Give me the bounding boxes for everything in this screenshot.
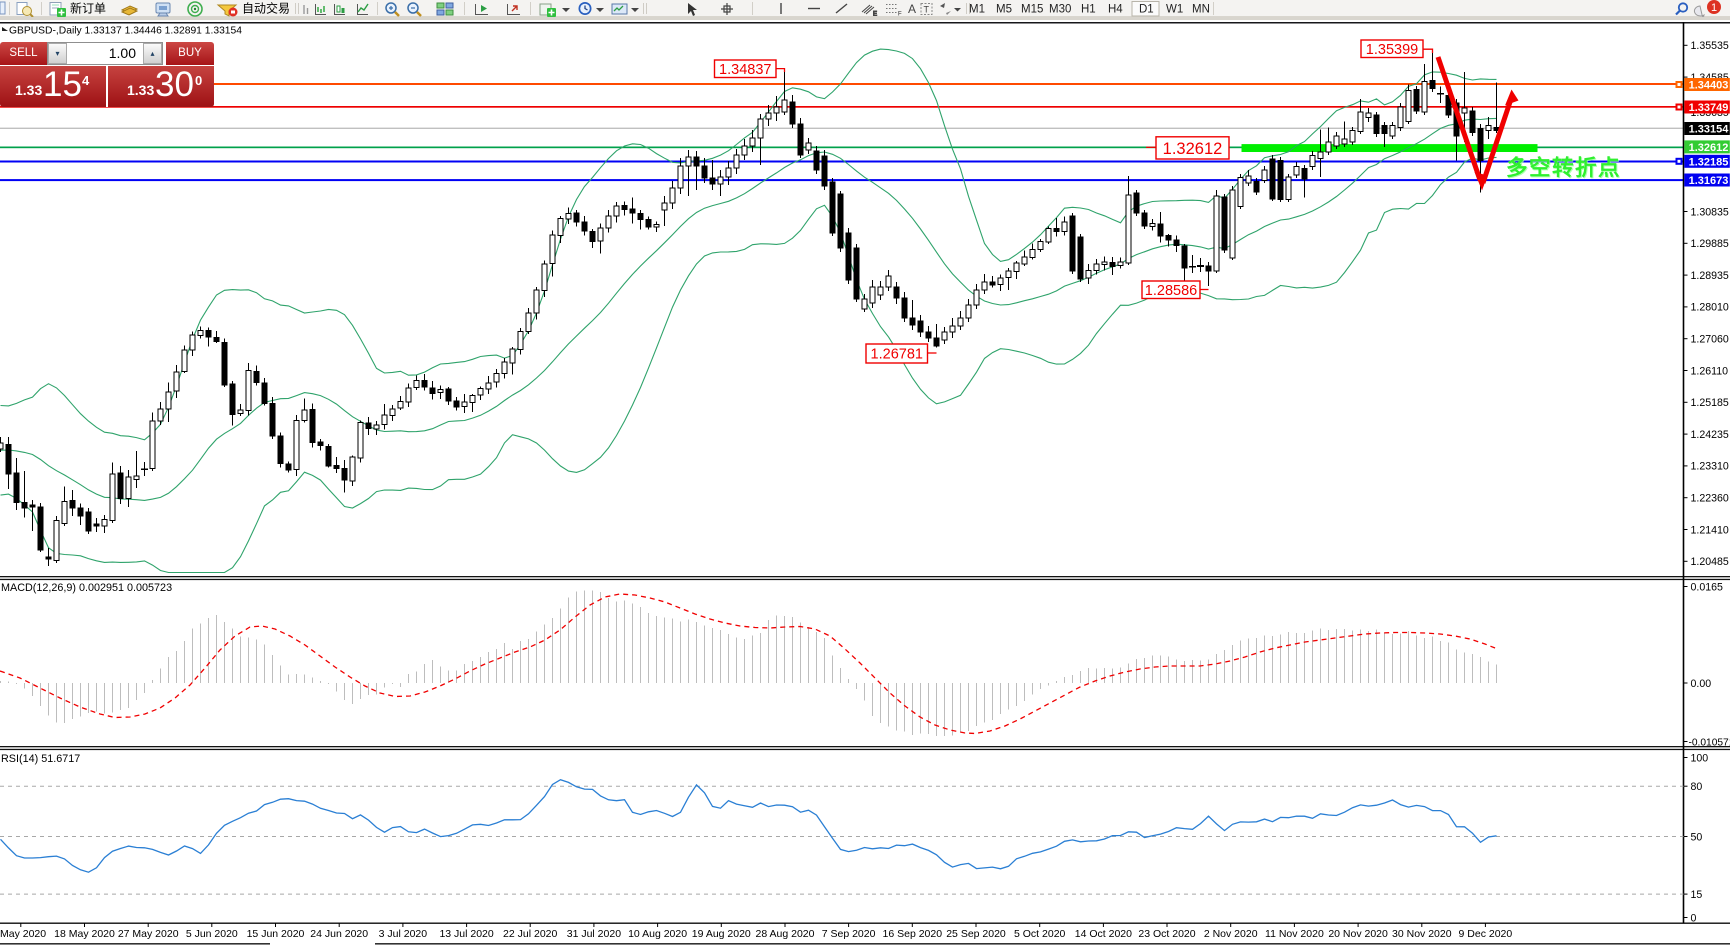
svg-text:1.32612: 1.32612 <box>1689 142 1729 154</box>
svg-text:1.27060: 1.27060 <box>1691 334 1729 346</box>
svg-text:H4: H4 <box>1108 4 1123 16</box>
svg-text:F: F <box>898 12 902 18</box>
svg-text:15: 15 <box>1691 889 1703 901</box>
svg-text:31 Jul 2020: 31 Jul 2020 <box>567 928 621 940</box>
svg-text:1.28935: 1.28935 <box>1691 270 1729 282</box>
svg-text:1.29885: 1.29885 <box>1691 238 1729 250</box>
svg-text:多空转折点: 多空转折点 <box>1506 155 1621 180</box>
svg-text:10 Aug 2020: 10 Aug 2020 <box>628 928 687 940</box>
svg-text:50: 50 <box>1691 831 1703 843</box>
svg-text:7 Sep 2020: 7 Sep 2020 <box>822 928 876 940</box>
svg-text:1: 1 <box>1711 2 1717 14</box>
svg-text:1.21410: 1.21410 <box>1691 524 1729 536</box>
svg-text:1.22360: 1.22360 <box>1691 493 1729 505</box>
svg-text:13 Jul 2020: 13 Jul 2020 <box>439 928 493 940</box>
svg-text:16 Sep 2020: 16 Sep 2020 <box>883 928 943 940</box>
svg-text:30 Nov 2020: 30 Nov 2020 <box>1392 928 1452 940</box>
svg-text:M1: M1 <box>969 4 985 16</box>
svg-text:1.25185: 1.25185 <box>1691 397 1729 409</box>
svg-text:1.35399: 1.35399 <box>1366 42 1418 58</box>
svg-text:5 Jun 2020: 5 Jun 2020 <box>186 928 238 940</box>
svg-text:1.28010: 1.28010 <box>1691 302 1729 314</box>
svg-text:24 Jun 2020: 24 Jun 2020 <box>310 928 368 940</box>
svg-text:M15: M15 <box>1021 4 1043 16</box>
svg-text:9 Dec 2020: 9 Dec 2020 <box>1459 928 1513 940</box>
svg-text:100: 100 <box>1691 752 1709 764</box>
svg-text:T: T <box>924 5 930 15</box>
svg-text:22 Jul 2020: 22 Jul 2020 <box>503 928 557 940</box>
svg-text:11 Nov 2020: 11 Nov 2020 <box>1265 928 1324 940</box>
svg-text:自动交易: 自动交易 <box>242 1 290 16</box>
svg-text:25 Sep 2020: 25 Sep 2020 <box>946 928 1006 940</box>
svg-text:1.34403: 1.34403 <box>1689 80 1729 92</box>
svg-text:W1: W1 <box>1166 4 1183 16</box>
svg-text:0.00: 0.00 <box>1691 678 1712 690</box>
svg-text:GBPUSD-,Daily 1.33137 1.34446: GBPUSD-,Daily 1.33137 1.34446 1.32891 1.… <box>9 26 242 37</box>
svg-text:E: E <box>873 12 877 18</box>
svg-text:23 Oct 2020: 23 Oct 2020 <box>1138 928 1195 940</box>
svg-text:M5: M5 <box>996 4 1012 16</box>
svg-text:新订单: 新订单 <box>70 1 106 16</box>
svg-text:H1: H1 <box>1081 4 1096 16</box>
svg-text:1.33749: 1.33749 <box>1689 102 1729 114</box>
svg-text:18 May 2020: 18 May 2020 <box>54 928 115 940</box>
svg-text:15 Jun 2020: 15 Jun 2020 <box>247 928 305 940</box>
svg-text:5 Oct 2020: 5 Oct 2020 <box>1014 928 1066 940</box>
svg-text:0.0165: 0.0165 <box>1691 581 1724 593</box>
svg-text:1.23310: 1.23310 <box>1691 461 1729 473</box>
svg-text:RSI(14) 51.6717: RSI(14) 51.6717 <box>1 753 80 765</box>
svg-text:1.34837: 1.34837 <box>719 62 771 78</box>
svg-text:28 Aug 2020: 28 Aug 2020 <box>756 928 815 940</box>
svg-text:20 Nov 2020: 20 Nov 2020 <box>1328 928 1388 940</box>
svg-text:1.28586: 1.28586 <box>1145 283 1197 299</box>
svg-text:MN: MN <box>1192 4 1210 16</box>
svg-text:A: A <box>908 2 916 16</box>
svg-text:80: 80 <box>1691 781 1703 793</box>
svg-text:M30: M30 <box>1049 4 1071 16</box>
svg-text:1.31673: 1.31673 <box>1689 175 1729 187</box>
svg-text:May 2020: May 2020 <box>0 928 46 940</box>
svg-text:14 Oct 2020: 14 Oct 2020 <box>1075 928 1132 940</box>
svg-text:0: 0 <box>1691 912 1697 924</box>
svg-text:3 Jul 2020: 3 Jul 2020 <box>379 928 428 940</box>
svg-text:1.32612: 1.32612 <box>1163 140 1223 158</box>
svg-text:1.26781: 1.26781 <box>871 347 923 363</box>
svg-text:1.33154: 1.33154 <box>1689 124 1730 136</box>
svg-text:1.30835: 1.30835 <box>1691 206 1729 218</box>
svg-text:D1: D1 <box>1139 4 1154 16</box>
svg-text:1.20485: 1.20485 <box>1691 556 1729 568</box>
svg-text:1.24235: 1.24235 <box>1691 429 1729 441</box>
svg-text:-0.010571: -0.010571 <box>1689 737 1730 748</box>
svg-text:1.26110: 1.26110 <box>1691 365 1729 377</box>
svg-text:19 Aug 2020: 19 Aug 2020 <box>692 928 751 940</box>
svg-text:MACD(12,26,9) 0.002951 0.00572: MACD(12,26,9) 0.002951 0.005723 <box>1 582 172 594</box>
svg-text:27 May 2020: 27 May 2020 <box>118 928 179 940</box>
svg-text:2 Nov 2020: 2 Nov 2020 <box>1204 928 1258 940</box>
svg-text:1.35535: 1.35535 <box>1691 40 1729 52</box>
svg-text:1.32185: 1.32185 <box>1689 156 1729 168</box>
